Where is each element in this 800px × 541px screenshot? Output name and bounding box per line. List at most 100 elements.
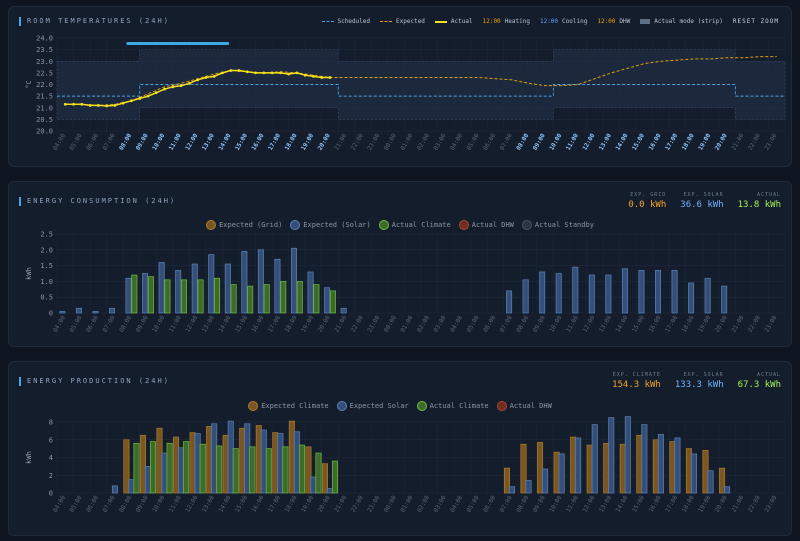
- y-tick-label: 0: [49, 310, 53, 318]
- x-tick-label: 08:00: [118, 494, 133, 513]
- expected-line: [65, 56, 777, 106]
- x-tick-label: 22:00: [747, 314, 762, 333]
- bar: [156, 427, 163, 494]
- actual-point: [254, 71, 257, 75]
- y-tick-label: 23.0: [36, 58, 53, 66]
- temperature-legend: Scheduled Expected Actual 12:00 Heating 1…: [321, 18, 780, 25]
- legend-expected-climate[interactable]: Expected Climate: [248, 401, 329, 411]
- legend-label: Expected (Grid): [219, 221, 283, 229]
- legend-actual-climate[interactable]: Actual Climate: [378, 220, 451, 230]
- bar: [208, 254, 215, 314]
- bar: [288, 420, 295, 494]
- actual-point: [96, 104, 100, 107]
- legend-actual[interactable]: Actual: [434, 18, 473, 25]
- x-tick-label: 03:00: [432, 494, 447, 513]
- legend-heating[interactable]: 12:00 Heating: [483, 18, 530, 25]
- legend-dhw-label: DHW: [619, 18, 631, 25]
- bar: [260, 429, 267, 494]
- dot-icon: [458, 220, 469, 230]
- x-tick-label: 06:00: [482, 132, 497, 151]
- x-tick-label: 10:00: [151, 494, 166, 513]
- bar: [194, 433, 201, 494]
- legend-dhw[interactable]: 12:00 DHW: [597, 18, 630, 25]
- temperature-chart[interactable]: 24.023.523.022.522.021.521.020.520.004:0…: [9, 7, 793, 168]
- bar: [183, 441, 190, 494]
- x-tick-label: 09:00: [532, 314, 547, 333]
- x-tick-label: 07:00: [102, 314, 117, 333]
- x-tick-label: 08:00: [515, 494, 530, 513]
- x-tick-label: 08:00: [515, 314, 530, 333]
- legend-actual-dhw[interactable]: Actual DHW: [458, 220, 514, 230]
- x-tick-label: 05:00: [68, 314, 83, 333]
- x-tick-label: 12:00: [184, 132, 199, 151]
- bar: [327, 488, 333, 494]
- actual-point: [312, 74, 315, 78]
- y-tick-label: 8: [49, 419, 53, 427]
- x-tick-label: 15:00: [631, 314, 646, 333]
- legend-actual-standby[interactable]: Actual Standby: [521, 220, 594, 230]
- bar: [570, 436, 577, 494]
- bar: [685, 448, 692, 494]
- bar: [332, 460, 339, 494]
- bar: [636, 434, 643, 494]
- bar: [657, 434, 664, 494]
- bar: [211, 423, 218, 494]
- bar: [324, 287, 331, 314]
- bar: [558, 453, 565, 494]
- energy-consumption-panel: ENERGY CONSUMPTION (24H) EXP. GRID 0.0 kW…: [8, 181, 792, 347]
- x-tick-label: 01:00: [399, 132, 414, 151]
- legend-expected-solar[interactable]: Expected Solar: [336, 401, 409, 411]
- actual-swatch: [434, 20, 447, 23]
- bar: [293, 431, 300, 494]
- legend-expected[interactable]: Expected: [380, 18, 425, 25]
- x-tick-label: 07:00: [102, 494, 117, 513]
- stat-value: 154.3 kWh: [612, 380, 661, 390]
- bar: [638, 269, 645, 314]
- legend-label: Actual DHW: [509, 402, 552, 410]
- x-tick-label: 22:00: [350, 132, 365, 151]
- bar: [214, 277, 221, 314]
- bar: [161, 452, 168, 494]
- y-tick-label: 22.5: [36, 69, 53, 77]
- actual-point: [187, 81, 191, 85]
- legend-expected-solar[interactable]: Expected (Solar): [290, 220, 371, 230]
- legend-actual-dhw[interactable]: Actual DHW: [496, 401, 552, 411]
- bar: [575, 437, 582, 494]
- stat-label: EXP. CLIMATE: [612, 372, 661, 378]
- x-tick-label: 10:00: [548, 494, 563, 513]
- x-tick-label: 20:00: [317, 494, 332, 513]
- x-tick-label: 16:00: [250, 314, 265, 333]
- actual-point: [295, 71, 299, 75]
- actual-point: [221, 71, 224, 75]
- x-tick-label: 20:00: [714, 494, 729, 513]
- y-axis-label: kWh: [25, 267, 33, 280]
- legend-label: Actual Standby: [534, 221, 594, 229]
- reset-zoom-button[interactable]: RESET ZOOM: [732, 18, 779, 25]
- legend-scheduled[interactable]: Scheduled: [321, 18, 370, 25]
- bar: [197, 279, 204, 314]
- stat-exp-solar: EXP. SOLAR 36.6 kWh: [680, 192, 723, 210]
- legend-cooling[interactable]: 12:00 Cooling: [540, 18, 587, 25]
- x-tick-label: 10:00: [548, 132, 563, 151]
- bar: [621, 268, 628, 314]
- y-tick-label: 1.0: [40, 278, 53, 286]
- bar: [525, 480, 532, 494]
- actual-point: [320, 76, 324, 79]
- panel-title: ROOM TEMPERATURES (24H): [19, 17, 170, 26]
- bar: [282, 446, 289, 494]
- x-tick-label: 18:00: [284, 132, 299, 151]
- x-tick-label: 06:00: [85, 132, 100, 151]
- legend-expected-grid[interactable]: Expected (Grid): [206, 220, 282, 230]
- x-tick-label: 10:00: [548, 314, 563, 333]
- x-tick-label: 05:00: [466, 132, 481, 151]
- legend-mode-strip[interactable]: Actual mode (strip): [640, 18, 723, 25]
- bar: [702, 450, 709, 494]
- bar: [173, 436, 180, 494]
- x-tick-label: 09:00: [135, 132, 150, 151]
- legend-expected-label: Expected: [396, 18, 425, 25]
- bar: [298, 444, 305, 494]
- legend-actual-climate[interactable]: Actual Climate: [416, 401, 489, 411]
- bar: [241, 251, 248, 314]
